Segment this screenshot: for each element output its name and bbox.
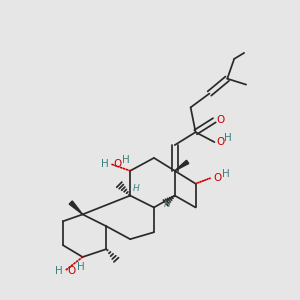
Text: O: O [216,137,225,147]
Text: O: O [216,115,225,125]
Text: H: H [55,266,63,276]
Text: O: O [68,266,76,276]
Text: H: H [133,184,140,193]
Text: H: H [222,169,230,179]
Text: O: O [113,159,122,169]
Text: H: H [164,200,171,208]
Polygon shape [175,160,189,171]
Text: H: H [122,155,130,165]
Polygon shape [69,201,82,214]
Text: H: H [77,262,85,272]
Text: O: O [213,173,222,183]
Text: H: H [224,133,232,143]
Text: H: H [100,159,108,169]
